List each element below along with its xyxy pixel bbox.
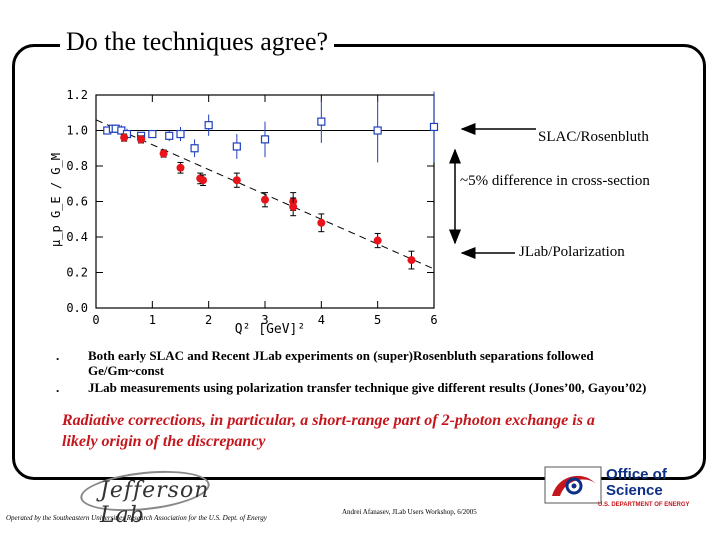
slac-annotation: SLAC/Rosenbluth xyxy=(538,129,649,145)
rosenbluth-point xyxy=(165,131,174,140)
y-tick-label: 0.0 xyxy=(66,301,88,315)
polarization-point xyxy=(289,202,298,211)
rosenbluth-point xyxy=(317,117,326,126)
polarization-point xyxy=(120,133,129,142)
slide-frame xyxy=(12,44,706,480)
rosenbluth-point xyxy=(148,129,157,139)
footer-operator: Operated by the Southeastern Universitie… xyxy=(6,514,267,522)
rosenbluth-point xyxy=(232,142,241,151)
rosenbluth-point xyxy=(429,122,439,132)
polarization-point xyxy=(199,176,208,185)
footer-author: Andrei Afanasev, JLab Users Workshop, 6/… xyxy=(342,508,477,516)
logo-line-office: Office of xyxy=(606,466,667,483)
office-of-science-logo: Office of Science U.S. DEPARTMENT OF ENE… xyxy=(544,464,690,512)
rosenbluth-point xyxy=(260,135,270,144)
bullet-text: Both early SLAC and Recent JLab experime… xyxy=(88,348,594,378)
x-tick-label: 2 xyxy=(205,313,212,327)
conclusion-text: Radiative corrections, in particular, a … xyxy=(62,412,595,450)
polarization-point xyxy=(407,256,416,265)
y-tick-label: 1.2 xyxy=(66,88,88,102)
rosenbluth-point xyxy=(373,126,382,135)
doe-emblem-icon xyxy=(544,466,602,504)
x-tick-label: 3 xyxy=(261,313,268,327)
rosenbluth-point xyxy=(176,129,185,139)
x-tick-label: 4 xyxy=(318,313,325,327)
x-axis-label: Q² [GeV]² xyxy=(235,322,305,337)
polarization-point xyxy=(159,149,168,158)
difference-annotation: ~5% difference in cross-section xyxy=(460,173,650,189)
bullet-item: . Both early SLAC and Recent JLab experi… xyxy=(56,348,656,378)
bullet-marker: . xyxy=(56,380,60,395)
slide-title: Do the techniques agree? xyxy=(60,26,335,58)
x-tick-label: 1 xyxy=(149,313,156,327)
y-axis-label: μ_p G_E / G_M xyxy=(49,153,63,247)
logo-line-science: Science xyxy=(606,482,663,499)
bullet-marker: . xyxy=(56,348,60,363)
bullet-list: . Both early SLAC and Recent JLab experi… xyxy=(56,348,656,397)
bullet-item: . JLab measurements using polarization t… xyxy=(56,380,656,395)
logo-line-doe: U.S. DEPARTMENT OF ENERGY xyxy=(598,502,690,508)
polarization-point xyxy=(137,135,146,144)
y-tick-label: 0.2 xyxy=(66,266,88,280)
polarization-point xyxy=(317,218,326,227)
rosenbluth-point xyxy=(190,144,199,153)
polarization-point xyxy=(261,195,269,204)
jefferson-lab-logo: Jefferson Lab xyxy=(40,465,250,528)
polarization-point xyxy=(176,163,185,172)
x-tick-label: 6 xyxy=(430,313,437,327)
y-tick-label: 0.4 xyxy=(66,230,88,244)
bullet-text: JLab measurements using polarization tra… xyxy=(88,380,647,395)
jlab-annotation: JLab/Polarization xyxy=(519,244,625,260)
y-tick-label: 1.0 xyxy=(66,124,88,138)
polarization-point xyxy=(373,236,382,245)
polarization-point xyxy=(232,176,241,185)
x-tick-label: 0 xyxy=(92,313,99,327)
x-tick-label: 5 xyxy=(374,313,381,327)
jefferson-lab-wordmark: Jefferson Lab xyxy=(100,478,210,528)
rosenbluth-point xyxy=(204,121,213,130)
y-tick-label: 0.8 xyxy=(66,159,88,173)
y-tick-label: 0.6 xyxy=(66,195,88,209)
